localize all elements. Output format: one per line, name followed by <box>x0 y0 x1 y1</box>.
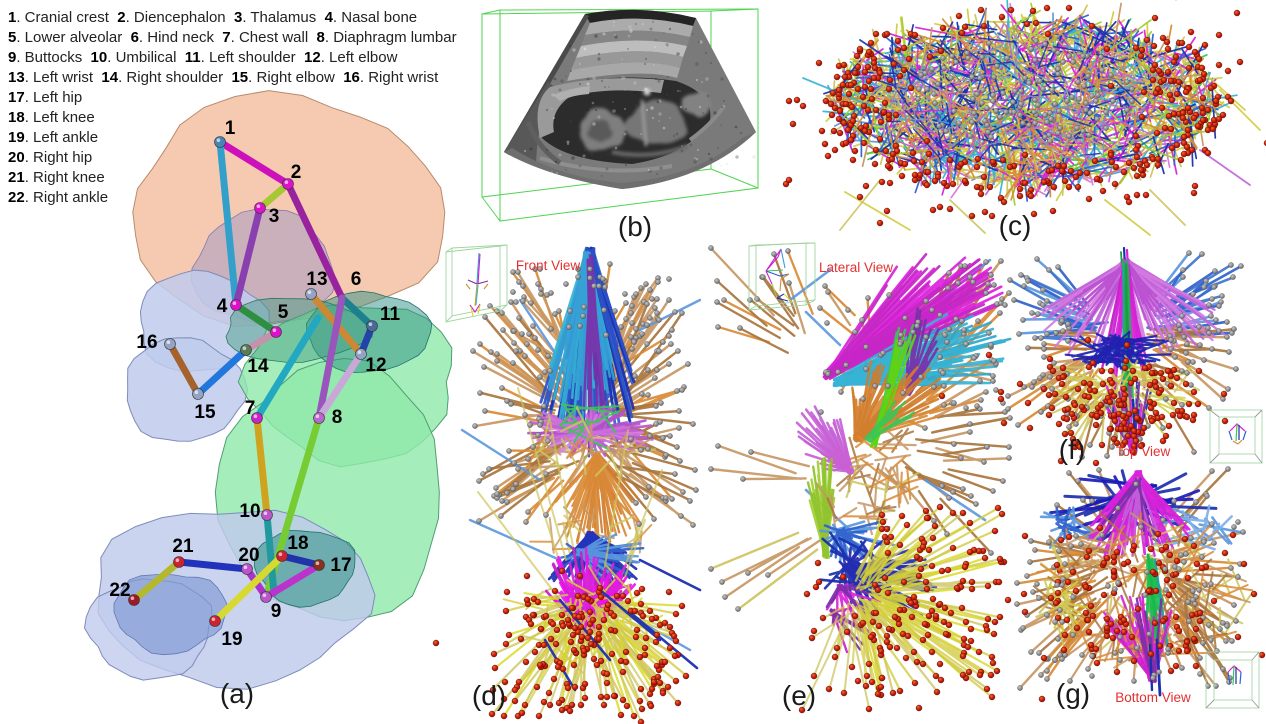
svg-text:13: 13 <box>306 269 327 290</box>
svg-text:Front View: Front View <box>516 258 581 273</box>
svg-text:18: 18 <box>287 533 308 554</box>
svg-text:Bottom View: Bottom View <box>1115 690 1191 705</box>
svg-text:(a): (a) <box>220 678 254 709</box>
svg-text:16: 16 <box>136 332 157 353</box>
svg-text:(c): (c) <box>999 210 1032 241</box>
svg-text:(g): (g) <box>1056 678 1090 709</box>
svg-text:19: 19 <box>221 629 242 650</box>
svg-text:Lateral View: Lateral View <box>819 260 893 275</box>
svg-text:(e): (e) <box>782 680 816 711</box>
svg-text:12: 12 <box>365 355 386 376</box>
svg-text:5: 5 <box>278 302 289 323</box>
svg-text:20: 20 <box>238 545 259 566</box>
svg-text:21: 21 <box>172 536 194 557</box>
svg-text:15: 15 <box>194 402 216 423</box>
svg-text:(f): (f) <box>1059 434 1085 465</box>
svg-text:8: 8 <box>332 407 343 428</box>
svg-text:17: 17 <box>330 555 351 576</box>
svg-text:22: 22 <box>109 580 130 601</box>
svg-text:(d): (d) <box>472 680 506 711</box>
svg-text:4: 4 <box>217 296 228 317</box>
svg-text:3: 3 <box>269 206 280 227</box>
svg-text:(b): (b) <box>618 211 652 242</box>
svg-text:2: 2 <box>291 162 302 183</box>
svg-text:1: 1 <box>225 118 236 139</box>
svg-text:11: 11 <box>380 304 401 325</box>
svg-text:6: 6 <box>351 269 362 290</box>
svg-text:14: 14 <box>247 356 269 377</box>
svg-text:10: 10 <box>239 501 260 522</box>
svg-text:7: 7 <box>245 398 256 419</box>
svg-text:9: 9 <box>271 601 282 622</box>
svg-text:Top View: Top View <box>1116 444 1171 459</box>
